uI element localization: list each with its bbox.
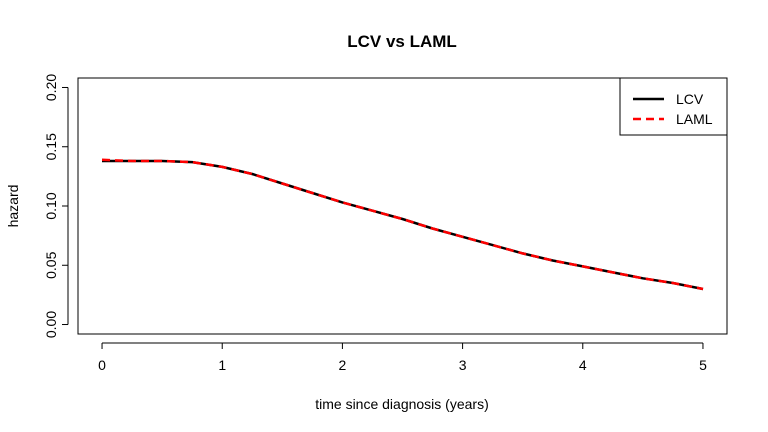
legend: LCV LAML <box>619 77 728 136</box>
x-tick-label: 1 <box>218 357 226 373</box>
legend-label-lcv: LCV <box>676 91 704 107</box>
chart-title: LCV vs LAML <box>347 32 457 51</box>
series-line-lcv <box>102 159 704 291</box>
series-layer <box>101 158 704 291</box>
x-axis: 0 1 2 3 4 5 <box>98 342 707 373</box>
legend-box <box>619 77 728 136</box>
series-line-laml <box>101 158 704 291</box>
plot-area-border <box>77 77 728 335</box>
x-tick-label: 4 <box>579 357 587 373</box>
y-axis: 0.00 0.05 0.10 0.15 0.20 <box>43 74 69 338</box>
y-tick-label: 0.10 <box>43 192 59 219</box>
x-tick-label: 3 <box>459 357 467 373</box>
y-tick-label: 0.00 <box>43 311 59 338</box>
y-tick-label: 0.15 <box>43 133 59 160</box>
x-axis-label: time since diagnosis (years) <box>315 396 489 412</box>
x-tick-label: 5 <box>699 357 707 373</box>
y-axis-label: hazard <box>5 185 21 228</box>
x-tick-label: 2 <box>339 357 347 373</box>
legend-label-laml: LAML <box>676 111 713 127</box>
x-tick-label: 0 <box>98 357 106 373</box>
y-tick-label: 0.20 <box>43 74 59 101</box>
y-tick-label: 0.05 <box>43 251 59 278</box>
